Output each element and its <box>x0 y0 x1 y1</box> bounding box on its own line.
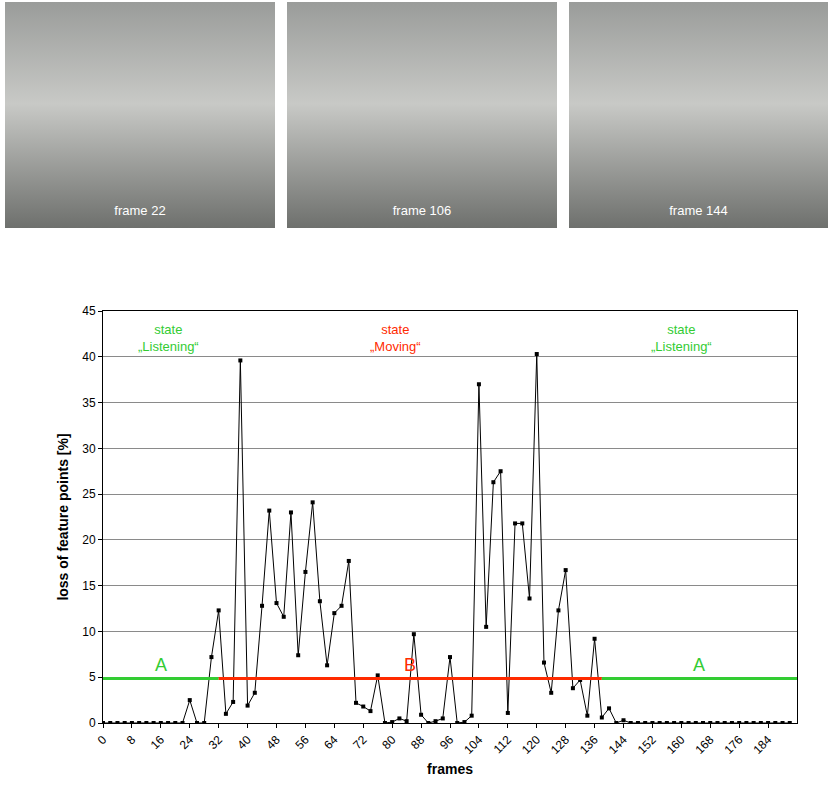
svg-text:state„Listening“: state„Listening“ <box>138 322 199 354</box>
svg-text:112: 112 <box>491 733 515 757</box>
svg-text:32: 32 <box>206 733 226 753</box>
svg-text:15: 15 <box>82 579 96 593</box>
svg-text:72: 72 <box>350 733 370 753</box>
svg-text:80: 80 <box>379 733 399 753</box>
svg-text:104: 104 <box>461 733 485 757</box>
svg-text:64: 64 <box>321 733 341 753</box>
svg-text:state„Moving“: state„Moving“ <box>370 322 421 354</box>
svg-text:state„Listening“: state„Listening“ <box>651 322 712 354</box>
svg-text:25: 25 <box>82 487 96 501</box>
html-text:frame 22: frame 22 <box>114 203 166 218</box>
svg-text:30: 30 <box>82 442 96 456</box>
svg-text:A: A <box>155 655 167 675</box>
svg-text:128: 128 <box>548 733 572 757</box>
svg-text:88: 88 <box>408 733 428 753</box>
svg-text:144: 144 <box>606 733 630 757</box>
svg-text:96: 96 <box>437 733 457 753</box>
svg-text:45: 45 <box>82 304 96 318</box>
svg-text:16: 16 <box>148 733 168 753</box>
svg-text:B: B <box>404 655 416 675</box>
svg-text:24: 24 <box>177 733 197 753</box>
svg-text:120: 120 <box>519 733 543 757</box>
svg-text:184: 184 <box>750 733 774 757</box>
svg-text:20: 20 <box>82 533 96 547</box>
svg-text:168: 168 <box>693 733 717 757</box>
svg-text:frames: frames <box>427 761 473 777</box>
svg-text:40: 40 <box>82 350 96 364</box>
svg-text:10: 10 <box>82 625 96 639</box>
svg-text:56: 56 <box>292 733 312 753</box>
html-text:frame 144: frame 144 <box>669 203 728 218</box>
svg-text:48: 48 <box>264 733 284 753</box>
svg-text:0: 0 <box>95 733 110 748</box>
svg-text:136: 136 <box>577 733 601 757</box>
svg-text:160: 160 <box>664 733 688 757</box>
svg-text:176: 176 <box>721 733 745 757</box>
svg-text:35: 35 <box>82 396 96 410</box>
svg-text:40: 40 <box>235 733 255 753</box>
svg-text:0: 0 <box>89 716 96 730</box>
svg-text:152: 152 <box>635 733 659 757</box>
svg-text:loss of feature points [%]: loss of feature points [%] <box>55 433 71 600</box>
svg-text:A: A <box>693 655 705 675</box>
svg-text:8: 8 <box>124 733 139 748</box>
html-text:frame 106: frame 106 <box>392 203 452 218</box>
svg-text:5: 5 <box>89 670 96 684</box>
